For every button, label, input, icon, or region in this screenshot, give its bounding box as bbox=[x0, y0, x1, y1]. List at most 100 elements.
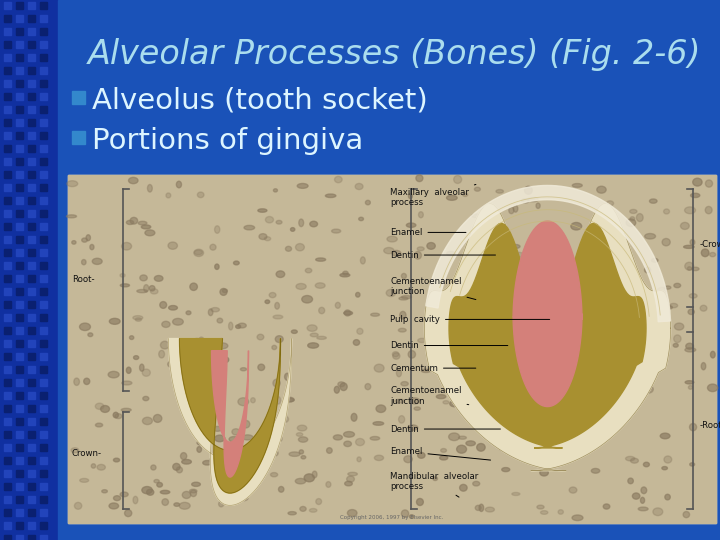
Ellipse shape bbox=[304, 474, 315, 482]
Ellipse shape bbox=[414, 407, 420, 410]
Ellipse shape bbox=[90, 245, 94, 249]
Ellipse shape bbox=[392, 353, 400, 359]
Ellipse shape bbox=[685, 343, 693, 349]
Ellipse shape bbox=[630, 210, 637, 213]
Ellipse shape bbox=[108, 372, 119, 378]
Ellipse shape bbox=[418, 339, 426, 342]
Ellipse shape bbox=[685, 348, 696, 352]
Ellipse shape bbox=[427, 242, 436, 249]
Ellipse shape bbox=[72, 241, 76, 244]
Ellipse shape bbox=[408, 193, 413, 199]
Bar bbox=[4, 288, 11, 295]
Ellipse shape bbox=[557, 282, 566, 289]
Bar bbox=[4, 106, 11, 113]
Ellipse shape bbox=[144, 285, 149, 292]
Ellipse shape bbox=[567, 317, 577, 321]
Ellipse shape bbox=[147, 489, 154, 495]
Ellipse shape bbox=[477, 443, 485, 451]
Ellipse shape bbox=[643, 386, 653, 393]
Ellipse shape bbox=[130, 218, 138, 224]
Ellipse shape bbox=[657, 287, 666, 294]
Ellipse shape bbox=[517, 314, 527, 318]
Ellipse shape bbox=[525, 186, 532, 194]
Bar bbox=[40, 145, 47, 152]
Bar bbox=[4, 145, 11, 152]
Ellipse shape bbox=[705, 206, 712, 214]
Ellipse shape bbox=[176, 467, 182, 473]
Ellipse shape bbox=[636, 361, 642, 365]
Bar bbox=[28, 132, 35, 139]
Ellipse shape bbox=[67, 181, 78, 187]
Ellipse shape bbox=[264, 237, 271, 241]
Bar bbox=[40, 483, 47, 490]
Ellipse shape bbox=[346, 476, 354, 482]
Ellipse shape bbox=[326, 482, 331, 488]
Ellipse shape bbox=[290, 227, 294, 231]
Ellipse shape bbox=[241, 446, 251, 451]
Ellipse shape bbox=[638, 507, 648, 511]
Ellipse shape bbox=[186, 311, 191, 315]
Bar bbox=[28, 184, 35, 191]
Ellipse shape bbox=[599, 214, 608, 218]
Ellipse shape bbox=[141, 225, 150, 229]
Ellipse shape bbox=[244, 225, 255, 230]
Ellipse shape bbox=[205, 393, 210, 401]
Bar bbox=[16, 15, 23, 22]
Ellipse shape bbox=[554, 357, 559, 363]
Ellipse shape bbox=[397, 369, 402, 377]
Ellipse shape bbox=[498, 444, 508, 451]
Ellipse shape bbox=[711, 352, 715, 358]
Bar bbox=[40, 132, 47, 139]
Ellipse shape bbox=[454, 333, 465, 340]
Ellipse shape bbox=[418, 453, 425, 458]
Ellipse shape bbox=[463, 193, 468, 197]
Bar bbox=[4, 496, 11, 503]
Bar bbox=[4, 28, 11, 35]
Ellipse shape bbox=[690, 240, 695, 245]
Ellipse shape bbox=[376, 405, 386, 413]
Ellipse shape bbox=[433, 477, 438, 481]
Bar bbox=[28, 158, 35, 165]
Bar bbox=[28, 262, 35, 269]
Ellipse shape bbox=[297, 433, 303, 436]
Ellipse shape bbox=[215, 264, 219, 269]
Bar bbox=[40, 301, 47, 308]
Ellipse shape bbox=[334, 386, 339, 393]
Bar bbox=[4, 67, 11, 74]
Bar bbox=[68, 175, 716, 523]
Bar bbox=[28, 431, 35, 438]
Ellipse shape bbox=[572, 439, 581, 447]
Ellipse shape bbox=[571, 222, 582, 230]
Bar bbox=[28, 327, 35, 334]
Ellipse shape bbox=[327, 448, 332, 454]
Bar bbox=[40, 327, 47, 334]
Ellipse shape bbox=[644, 267, 651, 273]
Text: Portions of gingiva: Portions of gingiva bbox=[92, 127, 364, 155]
Bar bbox=[40, 392, 47, 399]
Bar bbox=[4, 132, 11, 139]
Bar bbox=[4, 327, 11, 334]
Ellipse shape bbox=[606, 201, 613, 206]
Ellipse shape bbox=[652, 259, 658, 262]
Ellipse shape bbox=[356, 292, 360, 297]
Ellipse shape bbox=[456, 445, 467, 453]
Ellipse shape bbox=[662, 467, 667, 470]
Bar bbox=[4, 210, 11, 217]
Ellipse shape bbox=[161, 490, 170, 494]
Ellipse shape bbox=[674, 335, 681, 342]
Ellipse shape bbox=[597, 186, 606, 193]
Bar bbox=[4, 223, 11, 230]
Ellipse shape bbox=[101, 406, 109, 413]
Ellipse shape bbox=[193, 381, 204, 387]
Ellipse shape bbox=[229, 436, 238, 442]
Ellipse shape bbox=[683, 245, 694, 248]
Ellipse shape bbox=[317, 336, 326, 339]
Ellipse shape bbox=[142, 487, 153, 494]
Ellipse shape bbox=[485, 507, 495, 512]
Bar bbox=[4, 184, 11, 191]
Ellipse shape bbox=[569, 487, 577, 493]
Bar bbox=[28, 210, 35, 217]
Bar bbox=[4, 535, 11, 540]
Ellipse shape bbox=[217, 343, 228, 349]
Ellipse shape bbox=[690, 423, 696, 431]
